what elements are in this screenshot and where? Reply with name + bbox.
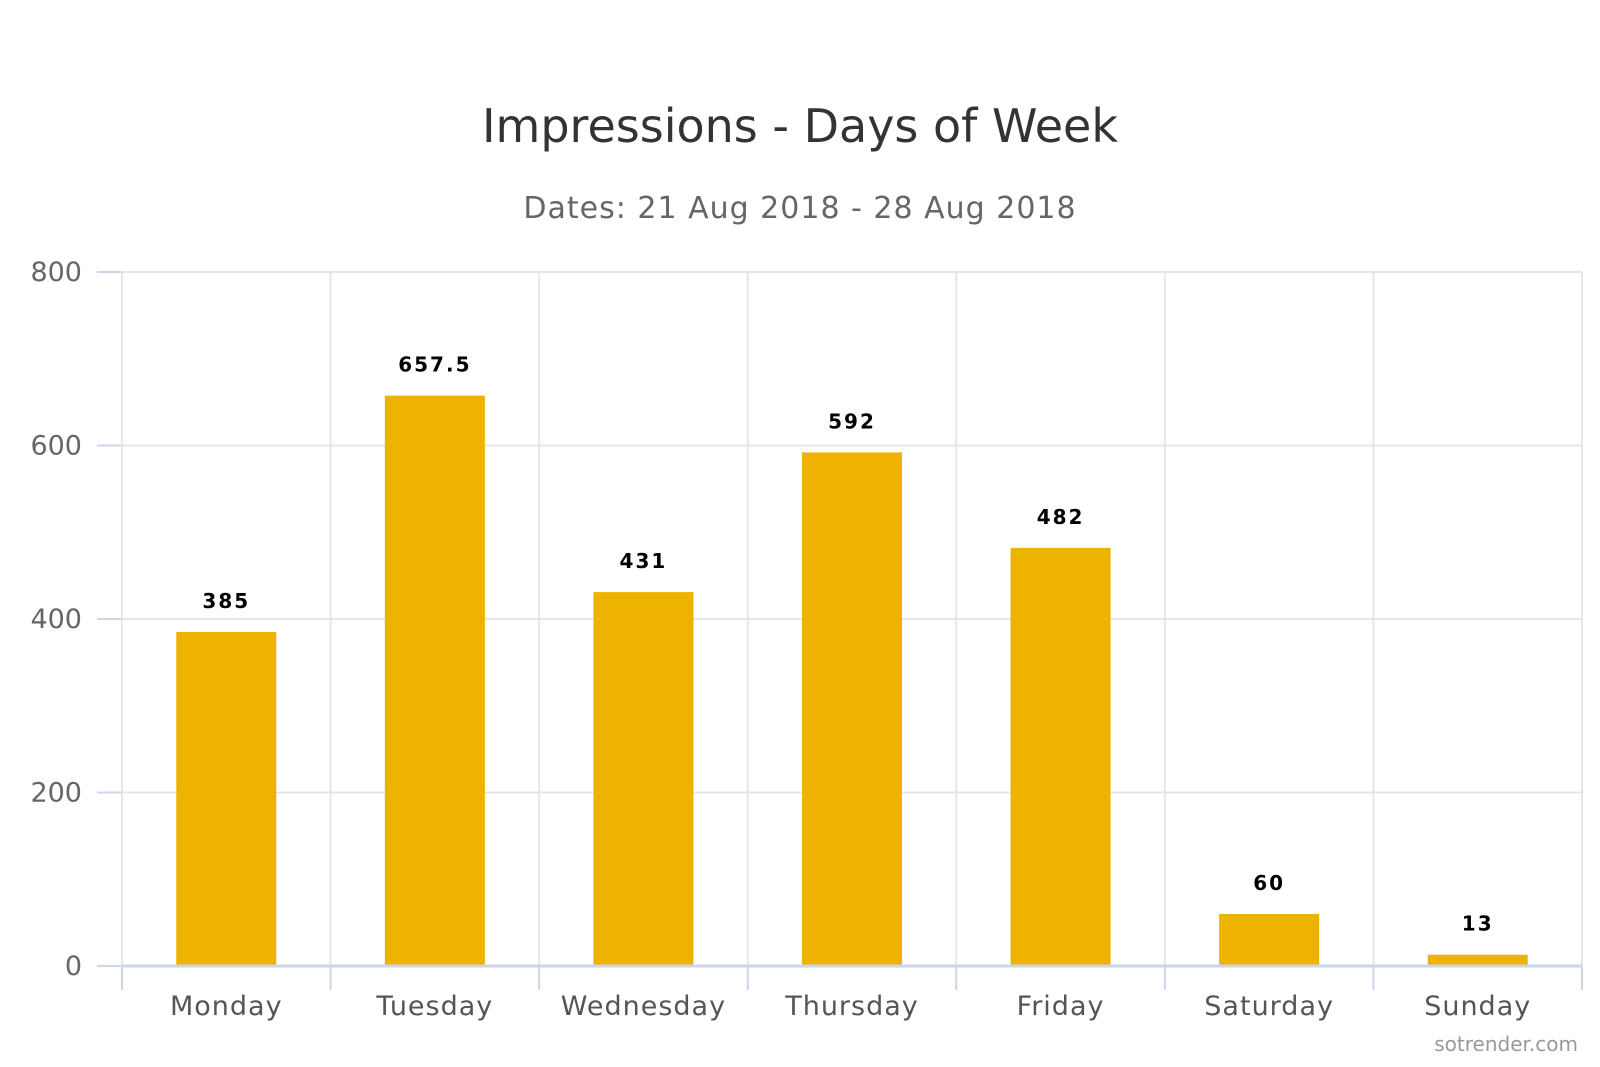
bars (176, 395, 1528, 966)
data-label: 13 (1462, 912, 1494, 936)
y-tick-label: 400 (30, 604, 82, 635)
x-tick-label: Sunday (1424, 991, 1531, 1022)
bar-tuesday[interactable] (384, 395, 485, 966)
bar-wednesday[interactable] (593, 592, 694, 966)
chart-title: Impressions - Days of Week (482, 99, 1118, 153)
bar-monday[interactable] (176, 632, 277, 966)
data-label: 657.5 (398, 353, 471, 377)
data-label: 482 (1037, 505, 1085, 529)
x-tick-label: Tuesday (375, 991, 493, 1022)
y-tick-label: 600 (30, 431, 82, 462)
x-tick-label: Saturday (1204, 991, 1334, 1022)
bar-saturday[interactable] (1219, 913, 1320, 966)
chart-subtitle: Dates: 21 Aug 2018 - 28 Aug 2018 (523, 191, 1076, 226)
grid-lines (97, 271, 1583, 967)
credit-label[interactable]: sotrender.com (1434, 1032, 1578, 1056)
data-label: 592 (828, 409, 876, 433)
y-tick-label: 200 (30, 778, 82, 809)
x-tick-label: Monday (170, 991, 283, 1022)
data-label: 385 (202, 589, 250, 613)
data-labels: 385 657.5 431 592 482 60 13 (202, 353, 1494, 936)
bar-friday[interactable] (1010, 547, 1111, 966)
bar-thursday[interactable] (802, 452, 902, 966)
data-label: 60 (1253, 871, 1285, 895)
x-tick-label: Wednesday (561, 991, 726, 1022)
y-tick-label: 800 (30, 257, 82, 288)
bar-sunday[interactable] (1427, 954, 1528, 966)
y-tick-label: 0 (65, 951, 82, 982)
x-tick-label: Friday (1017, 991, 1105, 1022)
y-axis-ticks: 0 200 400 600 800 (30, 257, 82, 982)
x-axis-ticks: Monday Tuesday Wednesday Thursday Friday Satu… (170, 991, 1531, 1022)
x-tick-label: Thursday (784, 991, 919, 1022)
data-label: 431 (620, 549, 668, 573)
x-axis (121, 964, 1583, 990)
